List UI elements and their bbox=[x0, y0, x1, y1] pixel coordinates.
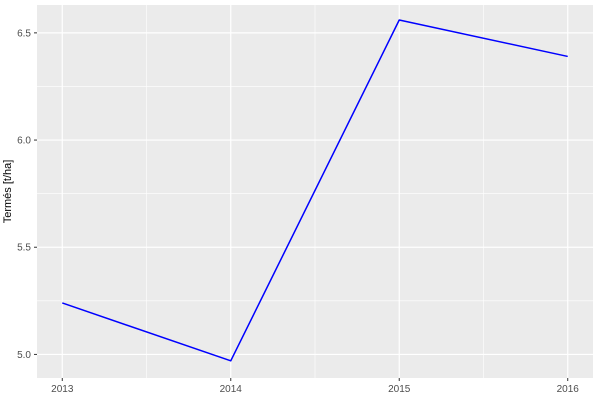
x-tick-label: 2013 bbox=[51, 384, 74, 395]
x-tick-label: 2016 bbox=[557, 384, 580, 395]
y-axis-tick-labels: 5.0 5.5 6.0 6.5 bbox=[17, 28, 31, 361]
data-line-termes bbox=[62, 19, 568, 362]
x-tick-label: 2015 bbox=[388, 384, 411, 395]
y-tick-label: 6.5 bbox=[17, 28, 31, 39]
major-gridlines bbox=[37, 5, 593, 378]
y-tick-label: 5.5 bbox=[17, 243, 31, 254]
x-tick-label: 2014 bbox=[220, 384, 243, 395]
axis-tick-marks bbox=[34, 32, 569, 381]
x-axis-tick-labels: 2013 2014 2015 2016 bbox=[51, 384, 579, 395]
y-tick-label: 5.0 bbox=[17, 350, 31, 361]
y-tick-label: 6.0 bbox=[17, 136, 31, 147]
y-axis-title: Termés [t/ha] bbox=[2, 160, 14, 224]
